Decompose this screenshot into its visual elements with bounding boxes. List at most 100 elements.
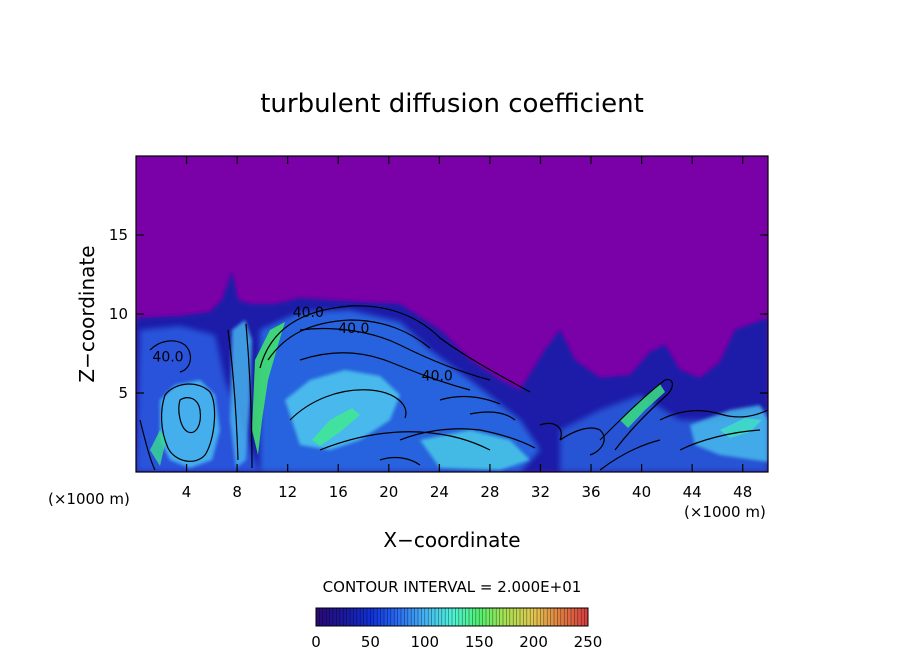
colorbar-cell [435,608,439,626]
contour-label: 40.0 [152,349,183,365]
colorbar-cell [503,608,507,626]
x-tick-label: 40 [632,483,651,501]
contour-line [539,422,562,441]
colorbar-cell [452,608,456,626]
colorbar-cell [336,608,341,626]
colorbar-cell [360,608,365,626]
x-tick-label: 12 [278,483,297,501]
colorbar-frame [315,607,589,627]
colorbar-cell [445,608,450,626]
field-green-4 [150,430,166,466]
colorbar-cell [441,608,446,626]
colorbar-cell [411,608,416,626]
colorbar-cell [384,608,388,626]
contour-line [599,379,674,451]
contour-line [399,428,536,449]
contour-lines [139,305,768,471]
colorbar-cell [584,608,589,626]
contour-line [289,389,407,421]
colorbar-cell [537,608,541,626]
field-green-5 [720,418,762,438]
contour-line [227,329,239,461]
x-tick-label: 28 [480,483,499,501]
field-green-2 [312,408,360,446]
colorbar-cell [407,608,412,626]
colorbar-cell [506,608,511,626]
colorbar-cell [472,608,477,626]
contour-line [267,319,431,361]
colorbar-cell [421,608,426,626]
contour-line [439,395,501,405]
colorbar-cell [581,608,586,626]
colorbar-cell [543,608,548,626]
colorbar-cell [520,608,524,626]
colorbar-cell [346,608,351,626]
x-tick-label: 8 [232,483,242,501]
colorbar-cell [469,608,473,626]
colorbar-cell [339,608,344,626]
x-unit-label-left: (×1000 m) [48,490,130,508]
colorbar-cell [343,608,348,626]
x-axis-label: X−coordinate [383,528,520,552]
field-green-1 [252,322,285,455]
field-cyan-1 [160,380,220,468]
colorbar-cell [540,608,545,626]
colorbar-cell [353,608,358,626]
colorbar-cell [475,608,480,626]
x-tick-label: 4 [182,483,192,501]
contour-line [469,411,516,421]
colorbar-cell [574,608,579,626]
colorbar-cell [479,608,484,626]
colorbar-cell [533,608,538,626]
contour-line [599,439,661,471]
colorbar-tick-label: 200 [519,633,548,651]
contour-line [139,419,156,471]
contour-line [559,427,605,456]
colorbar-cell [526,608,531,626]
colorbar-cell [424,608,429,626]
colorbar-cell [350,608,354,626]
colorbar-cell [509,608,514,626]
contour-line [299,327,491,381]
colorbar-cell [373,608,378,626]
colorbar-cell [329,608,334,626]
x-tick-label: 16 [329,483,348,501]
colorbar-cell [499,608,504,626]
colorbar-cell [523,608,528,626]
colorbar-cell [571,608,575,626]
colorbar-cell [530,608,535,626]
colorbar-cell [492,608,497,626]
colorbar-cell [577,608,582,626]
colorbar-cell [496,608,501,626]
contour-line [679,429,761,451]
x-tick-label: 24 [430,483,449,501]
contour-line [659,409,768,421]
contour-label: 40.0 [338,321,369,337]
x-tick-label: 20 [379,483,398,501]
colorbar-cell [370,608,375,626]
colorbar-cell [547,608,552,626]
y-axis: 5 10 15 [109,226,768,402]
field-cyan-3 [230,320,252,468]
colorbar-cell [428,608,433,626]
colorbar-cell [557,608,562,626]
colorbar-cell [418,608,422,626]
contour-line [259,305,531,393]
colorbar-tick-label: 100 [410,633,439,651]
colorbar-cell [377,608,382,626]
chart-title: turbulent diffusion coefficient [260,89,644,119]
y-tick-label: 5 [118,384,128,402]
contour-line [319,431,491,451]
colorbar-cell [367,608,371,626]
colorbar-cell [486,608,490,626]
colorbar-ticks: 0 50 100 150 200 250 [311,633,602,651]
contour-interval-text: CONTOUR INTERVAL = 2.000E+01 [323,578,582,596]
colorbar-tick-label: 0 [311,633,321,651]
colorbar-cell [333,608,337,626]
y-axis-label: Z−coordinate [75,245,99,382]
colorbar-cell [319,608,324,626]
x-axis: 4 8 12 16 20 24 28 32 36 40 44 48 [182,156,752,501]
colorbar-cell [397,608,402,626]
y-tick-label: 15 [109,226,128,244]
